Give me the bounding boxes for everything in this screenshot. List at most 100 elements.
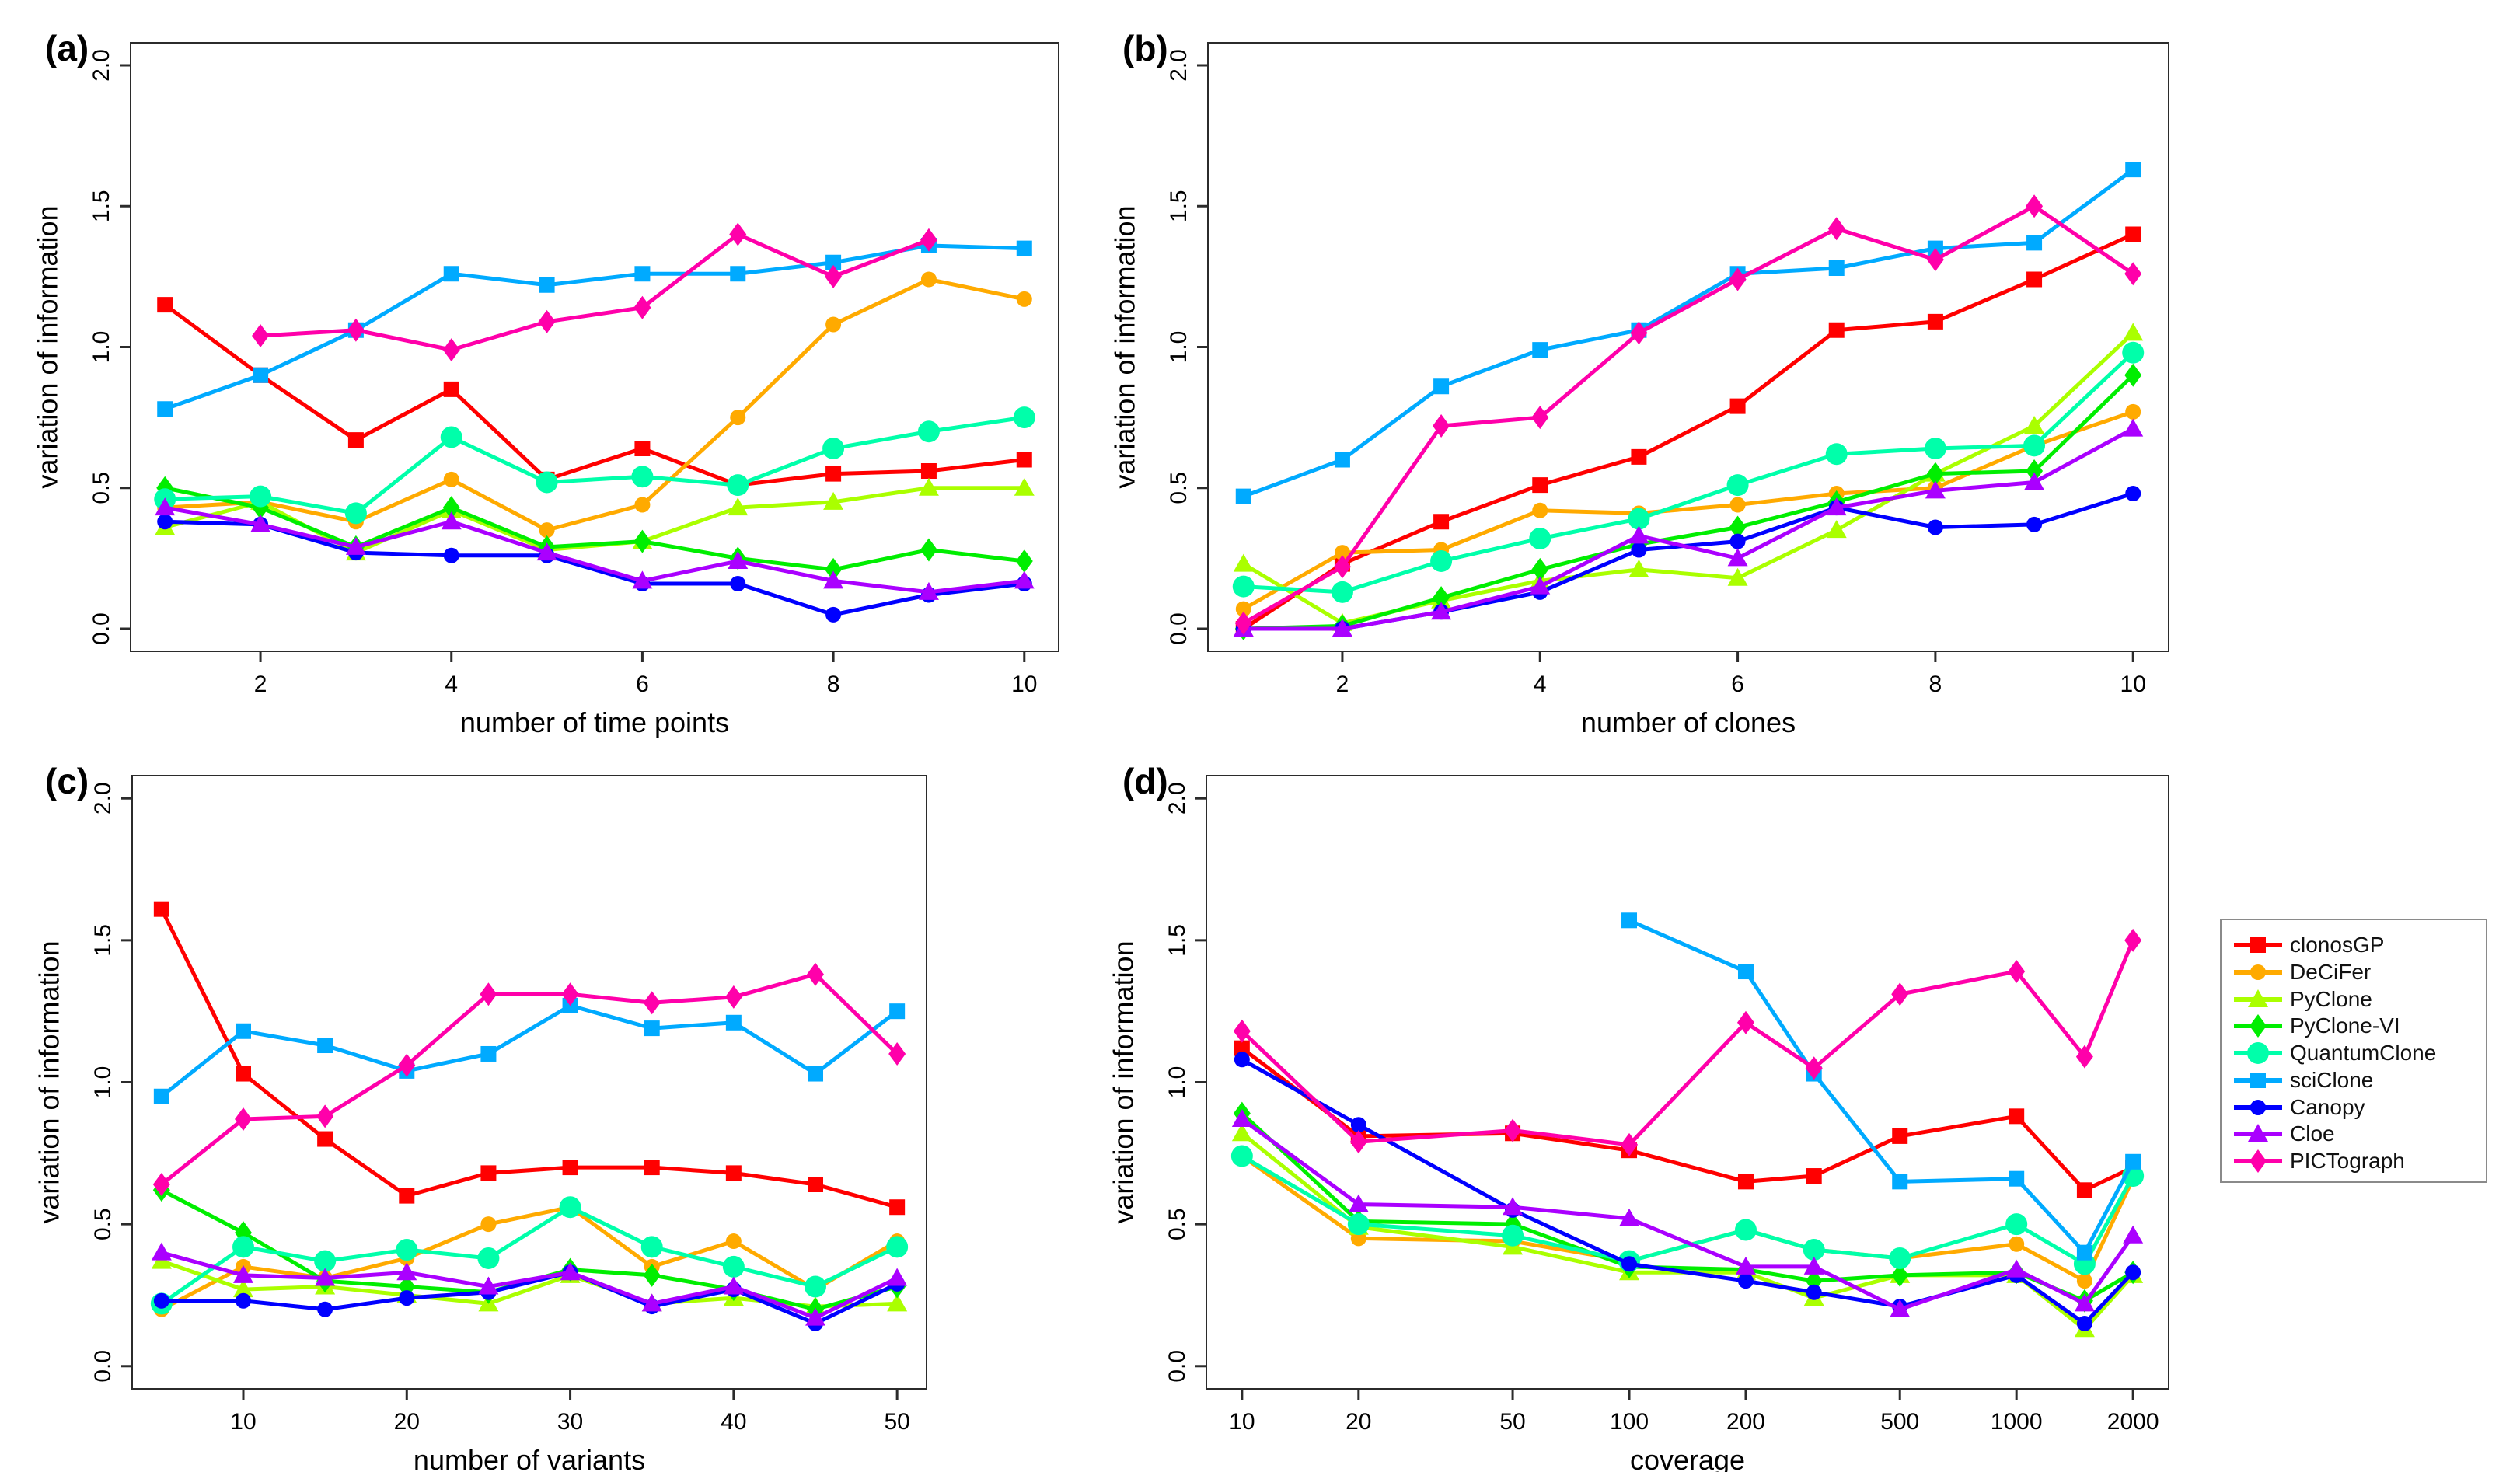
- circle-marker: [730, 576, 746, 591]
- square-marker: [1892, 1174, 1908, 1190]
- x-tick-label: 8: [1929, 671, 1942, 697]
- circle-marker: [250, 485, 272, 508]
- legend-sample-diamond-icon: [2234, 1014, 2282, 1038]
- square-marker: [2125, 1153, 2141, 1170]
- series-Cloe: [1233, 418, 2144, 637]
- square-marker: [317, 1038, 333, 1054]
- y-tick-label: 2.0: [89, 49, 114, 82]
- square-marker: [317, 1131, 333, 1147]
- circle-marker: [477, 1247, 500, 1269]
- series-line: [1240, 1057, 2135, 1326]
- square-marker: [2076, 1182, 2092, 1198]
- circle-marker: [2076, 1273, 2092, 1289]
- square-marker: [253, 367, 269, 383]
- legend-label: PICTograph: [2290, 1149, 2405, 1173]
- series-QuantumClone: [154, 406, 1035, 525]
- triangle-marker: [536, 542, 557, 561]
- legend-label: Canopy: [2290, 1094, 2365, 1119]
- y-tick-label: 2.0: [90, 782, 116, 814]
- y-axis-title: variation of information: [33, 940, 65, 1223]
- circle-marker: [1347, 1213, 1370, 1236]
- square-marker: [1737, 964, 1754, 980]
- square-marker: [825, 254, 842, 270]
- triangle-marker: [887, 1268, 908, 1286]
- legend-item-PyClone: PyClone: [2232, 987, 2478, 1012]
- series-line: [162, 486, 1027, 572]
- square-marker: [1892, 1128, 1908, 1144]
- x-tick-label: 2: [254, 671, 267, 697]
- series-line: [162, 302, 1027, 487]
- square-marker: [1433, 514, 1450, 530]
- y-tick-label: 0.5: [1164, 1208, 1190, 1240]
- circle-marker-legend: [2250, 1099, 2266, 1115]
- diamond-marker: [2124, 262, 2142, 286]
- diamond-marker: [825, 264, 843, 288]
- legend-label: clonosGP: [2290, 933, 2385, 957]
- series-line: [162, 519, 1027, 617]
- diamond-marker: [633, 295, 651, 319]
- diamond-marker: [2124, 928, 2142, 952]
- panel-letter: (a): [45, 28, 89, 68]
- triangle-marker: [1231, 1108, 1252, 1127]
- circle-marker: [443, 471, 459, 487]
- series-line: [159, 1251, 899, 1320]
- square-marker: [2009, 1108, 2025, 1125]
- diamond-marker: [2008, 960, 2026, 984]
- triangle-marker: [1803, 1256, 1824, 1275]
- square-marker: [725, 1165, 742, 1181]
- square-marker: [2125, 162, 2141, 178]
- series-line: [159, 1003, 899, 1099]
- y-tick-label: 1.0: [1166, 331, 1192, 364]
- diamond-marker: [2124, 363, 2142, 387]
- circle-marker: [1737, 1273, 1754, 1289]
- square-marker: [1806, 1168, 1822, 1184]
- triangle-marker: [1826, 520, 1847, 539]
- circle-marker: [1803, 1239, 1825, 1261]
- diamond-marker: [807, 962, 825, 986]
- y-tick-label: 2.0: [1164, 782, 1190, 814]
- circle-marker: [1726, 474, 1749, 497]
- diamond-marker: [398, 1053, 416, 1077]
- legend-item-PICTograph: PICTograph: [2232, 1149, 2478, 1174]
- square-marker: [808, 1177, 824, 1192]
- circle-marker: [825, 606, 842, 623]
- y-axis-title: variation of information: [32, 205, 64, 488]
- series-line: [162, 277, 1027, 532]
- circle-marker: [1013, 406, 1035, 429]
- triangle-marker: [478, 1276, 499, 1295]
- x-tick-label: 50: [1499, 1409, 1525, 1435]
- x-tick-label: 10: [1011, 671, 1037, 697]
- series-clonosGP: [153, 901, 906, 1216]
- series-Cloe: [1231, 1108, 2144, 1317]
- y-axis-title: variation of information: [1109, 205, 1141, 488]
- circle-marker: [634, 497, 651, 513]
- y-tick-label: 1.5: [1166, 190, 1192, 222]
- triangle-marker-legend: [2248, 989, 2268, 1007]
- x-tick-label: 100: [1610, 1409, 1649, 1435]
- triangle-marker: [918, 477, 939, 496]
- square-marker: [235, 1023, 251, 1039]
- y-tick-label: 0.5: [1166, 472, 1192, 504]
- legend-sample-square-icon: [2234, 1072, 2282, 1088]
- triangle-marker: [250, 514, 271, 532]
- diamond-marker: [2026, 194, 2044, 218]
- circle-marker: [722, 1255, 745, 1278]
- square-marker: [480, 1045, 497, 1062]
- square-marker: [644, 1020, 660, 1037]
- triangle-marker: [345, 536, 366, 555]
- square-marker: [2009, 1170, 2025, 1187]
- circle-marker: [2125, 486, 2141, 501]
- series-PICTograph: [1234, 194, 2142, 635]
- legend-label: sciClone: [2290, 1067, 2374, 1092]
- circle-marker: [1232, 575, 1255, 598]
- x-axis-title: number of clones: [1581, 706, 1796, 738]
- triangle-marker: [823, 491, 844, 510]
- series-line: [162, 243, 1027, 411]
- square-marker: [1235, 488, 1251, 504]
- square-marker: [889, 1003, 906, 1020]
- diamond-marker: [1531, 557, 1549, 581]
- series-line: [1240, 1117, 2135, 1312]
- legend-label: PyClone-VI: [2290, 1013, 2400, 1038]
- diamond-marker: [2026, 459, 2044, 483]
